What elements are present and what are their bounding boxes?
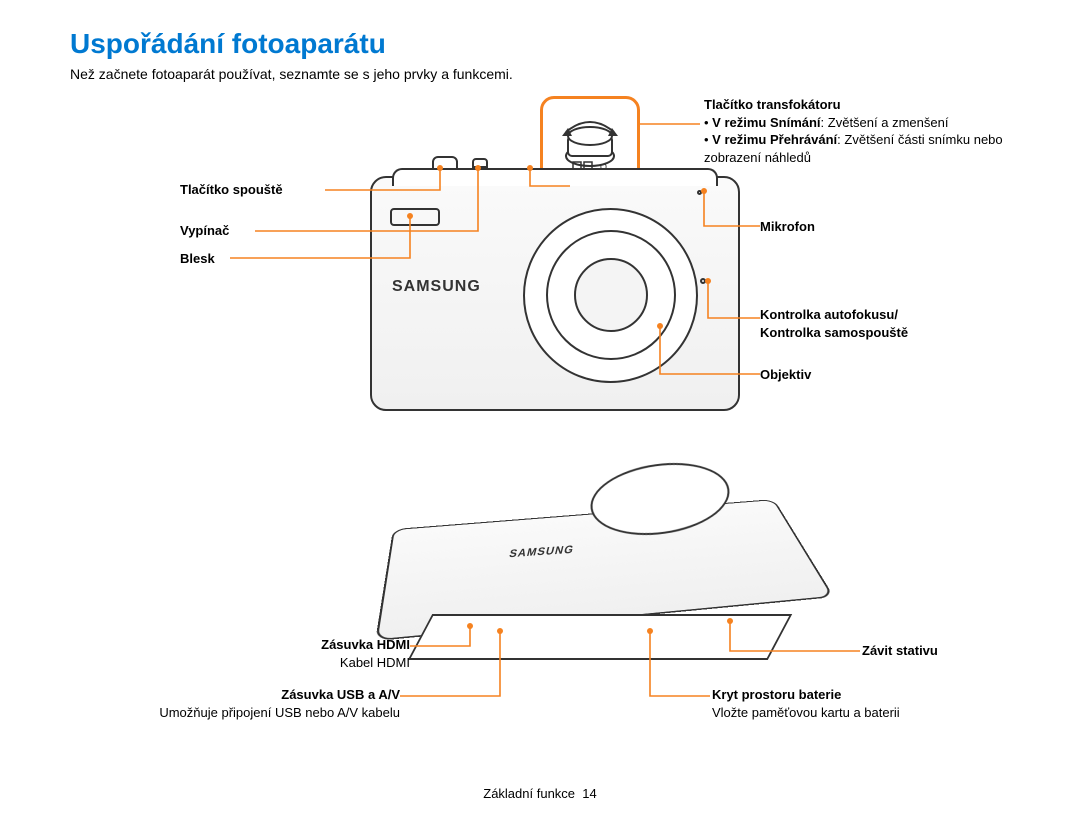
label-af: Kontrolka autofokusu/ Kontrolka samospou… xyxy=(760,306,908,341)
label-usb: Zásuvka USB a A/V Umožňuje připojení USB… xyxy=(100,686,400,721)
zoom-dial-icon: Q xyxy=(550,106,630,176)
label-hdmi: Zásuvka HDMI Kabel HDMI xyxy=(260,636,410,671)
label-power: Vypínač xyxy=(180,222,229,240)
camera-bottom-illustration: SAMSUNG xyxy=(390,476,810,646)
label-lens-text: Objektiv xyxy=(760,367,811,382)
label-zoom-line1: V režimu Snímání: Zvětšení a zmenšení xyxy=(704,114,1024,132)
label-hdmi-title: Zásuvka HDMI xyxy=(260,636,410,654)
label-zoom: Tlačítko transfokátoru V režimu Snímání:… xyxy=(704,96,1024,166)
label-tripod-text: Závit stativu xyxy=(862,643,938,658)
label-usb-sub: Umožňuje připojení USB nebo A/V kabelu xyxy=(100,704,400,722)
brand-logo: SAMSUNG xyxy=(392,278,481,296)
label-hdmi-sub: Kabel HDMI xyxy=(260,654,410,672)
label-power-text: Vypínač xyxy=(180,223,229,238)
page-footer: Základní funkce 14 xyxy=(0,786,1080,801)
label-shutter-text: Tlačítko spouště xyxy=(180,182,283,197)
label-tripod: Závit stativu xyxy=(862,642,938,660)
label-zoom-title: Tlačítko transfokátoru xyxy=(704,96,1024,114)
label-usb-title: Zásuvka USB a A/V xyxy=(100,686,400,704)
label-mic-text: Mikrofon xyxy=(760,219,815,234)
label-flash: Blesk xyxy=(180,250,215,268)
label-flash-text: Blesk xyxy=(180,251,215,266)
label-shutter: Tlačítko spouště xyxy=(180,181,283,199)
label-battery-title: Kryt prostoru baterie xyxy=(712,686,900,704)
label-af-line1: Kontrolka autofokusu/ xyxy=(760,306,908,324)
page-subtitle: Než začnete fotoaparát používat, seznamt… xyxy=(70,66,1010,82)
footer-page-number: 14 xyxy=(582,786,596,801)
label-battery-sub: Vložte paměťovou kartu a baterii xyxy=(712,704,900,722)
label-lens: Objektiv xyxy=(760,366,811,384)
camera-front-illustration: SAMSUNG xyxy=(370,176,740,411)
diagram-area: Q SAMSUNG SAMSUNG xyxy=(70,96,1010,756)
label-zoom-line2: V režimu Přehrávání: Zvětšení části sním… xyxy=(704,131,1024,166)
footer-section: Základní funkce xyxy=(483,786,575,801)
label-mic: Mikrofon xyxy=(760,218,815,236)
label-af-line2: Kontrolka samospouště xyxy=(760,324,908,342)
page-title: Uspořádání fotoaparátu xyxy=(70,28,1010,60)
label-battery: Kryt prostoru baterie Vložte paměťovou k… xyxy=(712,686,900,721)
